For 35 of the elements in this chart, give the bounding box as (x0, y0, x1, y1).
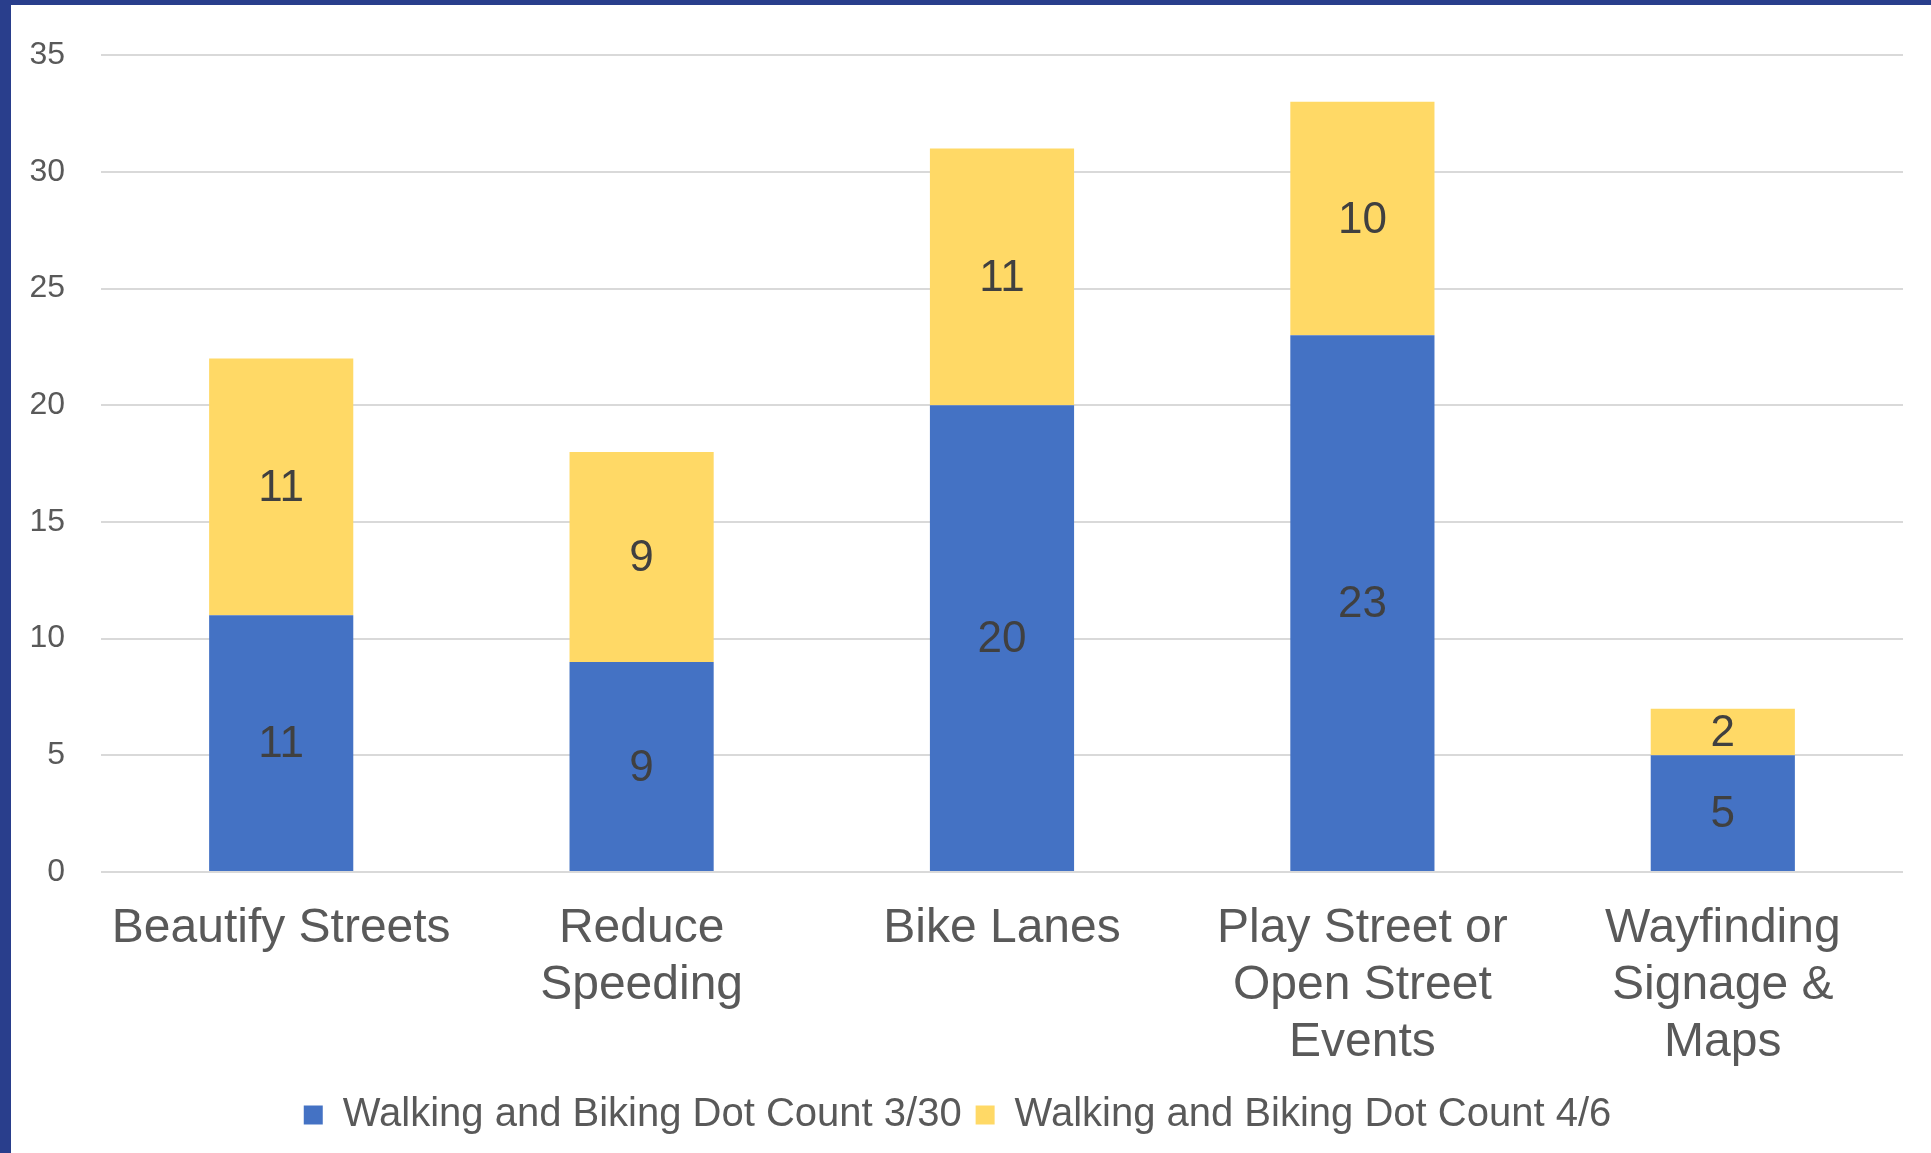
bar (929, 148, 1075, 406)
data-label: 2 (1710, 706, 1736, 756)
x-tick-label: Wayfinding Signage & Maps (1604, 898, 1841, 1067)
y-tick-label: 0 (47, 851, 65, 888)
y-tick-label: 10 (29, 618, 65, 655)
bar (209, 358, 354, 616)
y-tick-label: 20 (29, 385, 65, 422)
data-label: 23 (1337, 577, 1387, 627)
y-tick-label: 15 (29, 501, 65, 538)
bar (1650, 708, 1795, 756)
bar (929, 405, 1075, 871)
x-tick-label: Beautify Streets (111, 898, 451, 952)
data-label: 11 (258, 461, 305, 511)
y-tick-label: 30 (29, 151, 65, 188)
x-tick-label: Play Street or Open Street Events (1217, 898, 1508, 1067)
bar (1650, 755, 1795, 871)
data-label: 9 (629, 531, 654, 581)
data-label: 20 (977, 612, 1027, 662)
legend-label: Walking and Biking Dot Count 4/6 (1014, 1090, 1612, 1135)
bar (569, 451, 714, 662)
data-label: 5 (1710, 787, 1736, 837)
data-label: 11 (258, 717, 305, 767)
x-tick-label: Bike Lanes (883, 898, 1121, 952)
legend-label: Walking and Biking Dot Count 3/30 (342, 1090, 962, 1135)
x-tick-label: Reduce Speeding (540, 898, 744, 1009)
data-label: 11 (979, 251, 1025, 301)
data-label: 9 (629, 740, 654, 790)
bar (209, 615, 354, 871)
y-tick-label: 35 (29, 35, 65, 72)
data-label: 10 (1337, 192, 1387, 242)
bar (1290, 335, 1435, 871)
y-tick-label: 25 (29, 268, 65, 305)
bar (569, 661, 714, 871)
y-tick-label: 5 (47, 735, 65, 772)
bar (1290, 101, 1435, 336)
